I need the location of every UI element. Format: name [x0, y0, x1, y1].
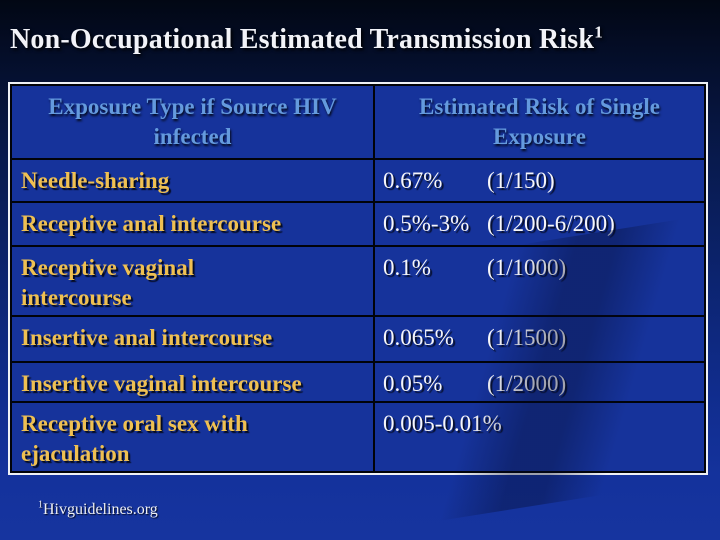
exposure-cell: Receptive oral sex with ejaculation	[10, 401, 375, 473]
column-header-estimated-risk: Estimated Risk of Single Exposure	[373, 84, 706, 160]
table-row: Receptive vaginal intercourse 0.1% (1/100…	[10, 245, 706, 317]
risk-percent: 0.67%	[383, 168, 443, 193]
table-row: Receptive anal intercourse 0.5%-3% (1/200…	[10, 201, 706, 247]
risk-cell: 0.5%-3% (1/200-6/200)	[373, 201, 706, 247]
exposure-cell: Needle-sharing	[10, 158, 375, 203]
risk-cell: 0.67% (1/150)	[373, 158, 706, 203]
page-title: Non-Occupational Estimated Transmission …	[10, 24, 714, 56]
footnote: 1Hivguidelines.org	[38, 499, 158, 519]
footnote-text: Hivguidelines.org	[43, 501, 158, 518]
risk-fraction: (1/1500)	[487, 325, 567, 350]
risk-cell: 0.1% (1/1000)	[373, 245, 706, 317]
risk-cell: 0.005-0.01%	[373, 401, 706, 473]
risk-fraction: (1/150)	[487, 168, 555, 193]
table-row: Needle-sharing 0.67% (1/150)	[10, 158, 706, 203]
exposure-cell: Receptive vaginal intercourse	[10, 245, 375, 317]
column-header-exposure-type: Exposure Type if Source HIV infected	[10, 84, 375, 160]
table-row: Receptive oral sex with ejaculation 0.00…	[10, 401, 706, 473]
table-row: Insertive vaginal intercourse 0.05% (1/20…	[10, 361, 706, 403]
risk-percent: 0.065%	[383, 325, 454, 350]
risk-percent: 0.05%	[383, 371, 443, 396]
risk-percent: 0.005-0.01%	[383, 411, 502, 436]
risk-fraction: (1/2000)	[487, 371, 567, 396]
risk-table-frame: Exposure Type if Source HIV infected Est…	[8, 82, 708, 475]
risk-fraction: (1/1000)	[487, 255, 567, 280]
risk-table: Exposure Type if Source HIV infected Est…	[10, 84, 706, 473]
risk-fraction: (1/200-6/200)	[487, 211, 615, 236]
exposure-cell: Receptive anal intercourse	[10, 201, 375, 247]
risk-cell: 0.065% (1/1500)	[373, 315, 706, 363]
footnote-superscript: 1	[38, 499, 43, 511]
header-row: Exposure Type if Source HIV infected Est…	[10, 84, 706, 160]
exposure-cell: Insertive vaginal intercourse	[10, 361, 375, 403]
exposure-cell: Insertive anal intercourse	[10, 315, 375, 363]
risk-percent: 0.1%	[383, 255, 431, 280]
risk-percent: 0.5%-3%	[383, 211, 470, 236]
page-title-text: Non-Occupational Estimated Transmission …	[10, 24, 595, 55]
table-row: Insertive anal intercourse 0.065% (1/1500…	[10, 315, 706, 363]
risk-cell: 0.05% (1/2000)	[373, 361, 706, 403]
title-superscript: 1	[594, 22, 603, 42]
